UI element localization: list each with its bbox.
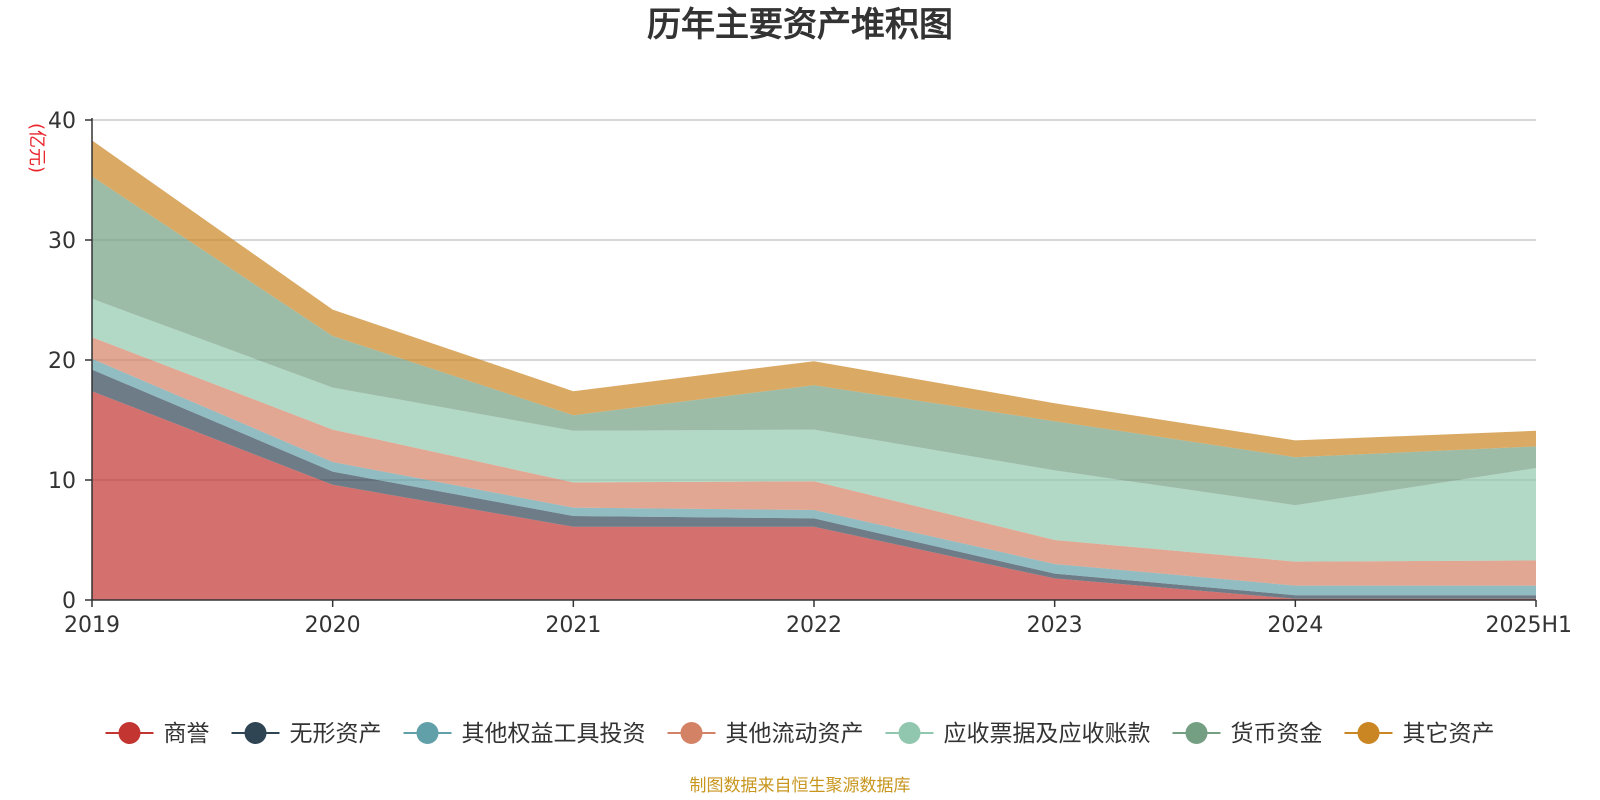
x-tick-label: 2024	[1267, 613, 1323, 638]
legend-item-0[interactable]: 商誉	[105, 721, 210, 747]
legend-item-5[interactable]: 货币资金	[1172, 721, 1323, 747]
legend-item-3[interactable]: 其他流动资产	[667, 721, 864, 747]
area-series-5	[92, 176, 1536, 506]
x-tick-label: 2025H1	[1485, 613, 1572, 638]
area-series-3	[92, 337, 1536, 586]
y-tick-label: 30	[48, 229, 76, 254]
legend-item-6[interactable]: 其它资产	[1344, 721, 1495, 747]
x-tick-label: 2019	[64, 613, 120, 638]
legend[interactable]: 商誉 无形资产 其他权益工具投资 其他流动资产 应收票据及应收账款 货币资金 其它资产	[105, 721, 1495, 747]
area-series-2	[92, 358, 1536, 596]
legend-dot-marker	[1357, 722, 1380, 744]
area-series-4	[92, 298, 1536, 562]
chart-title: 历年主要资产堆积图	[647, 5, 953, 45]
y-tick-label: 0	[62, 589, 76, 614]
legend-label: 商誉	[164, 721, 210, 747]
y-axis-unit-label: (亿元)	[26, 123, 47, 173]
legend-label: 其它资产	[1403, 721, 1495, 747]
legend-label: 货币资金	[1231, 721, 1323, 747]
area-series	[92, 140, 1536, 600]
legend-label: 其他流动资产	[726, 721, 864, 747]
legend-dot-marker	[118, 722, 141, 744]
legend-item-4[interactable]: 应收票据及应收账款	[885, 721, 1151, 747]
y-tick-label: 10	[48, 469, 76, 494]
area-series-1	[92, 369, 1536, 599]
x-tick-label: 2020	[305, 613, 361, 638]
legend-label: 无形资产	[290, 721, 382, 747]
area-series-0	[92, 391, 1536, 600]
legend-dot-marker	[244, 722, 267, 744]
legend-dot-marker	[416, 722, 439, 744]
legend-item-1[interactable]: 无形资产	[231, 721, 382, 747]
x-tick-label: 2023	[1027, 613, 1083, 638]
y-tick-label: 40	[48, 109, 76, 134]
data-source-note: 制图数据来自恒生聚源数据库	[690, 776, 911, 796]
legend-item-2[interactable]: 其他权益工具投资	[403, 721, 646, 747]
legend-dot-marker	[1185, 722, 1208, 744]
legend-dot-marker	[680, 722, 703, 744]
axes: 0 10 20 30 40 2019 2020 2021 2022 2023 2024 2025H1	[48, 109, 1572, 638]
legend-label: 其他权益工具投资	[462, 721, 646, 747]
legend-dot-marker	[898, 722, 921, 744]
legend-label: 应收票据及应收账款	[944, 721, 1151, 747]
x-tick-label: 2021	[545, 613, 601, 638]
x-tick-label: 2022	[786, 613, 842, 638]
y-tick-label: 20	[48, 349, 76, 374]
